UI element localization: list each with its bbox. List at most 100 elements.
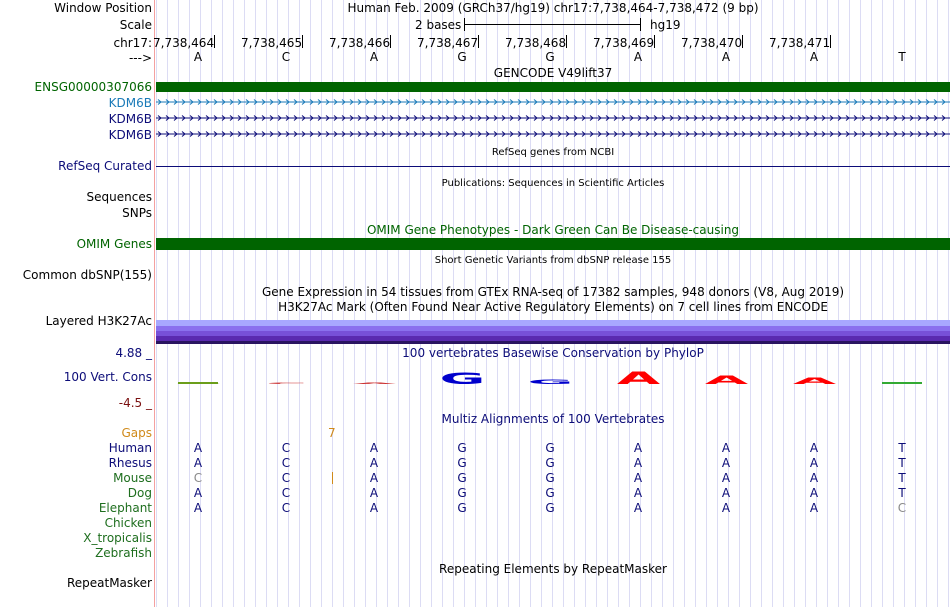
strand-chevron <box>581 115 586 121</box>
strand-chevron <box>173 131 178 137</box>
snps-label[interactable]: SNPs <box>122 206 152 220</box>
alignment-base: A <box>369 441 379 455</box>
strand-chevron <box>909 115 914 121</box>
strand-chevron <box>181 99 186 105</box>
strand-chevron <box>325 99 330 105</box>
refseq-label[interactable]: RefSeq Curated <box>58 159 152 173</box>
kdm6b-intron-lines[interactable] <box>156 98 950 142</box>
refseq-intron-line[interactable] <box>156 166 950 167</box>
refseq-title: RefSeq genes from NCBI <box>491 147 615 158</box>
gencode-title: GENCODE V49lift37 <box>493 66 613 80</box>
species-label[interactable]: X_tropicalis <box>83 531 152 545</box>
strand-chevron <box>157 115 162 121</box>
alignment-base: C <box>281 501 291 515</box>
strand-chevron <box>189 131 194 137</box>
species-label[interactable]: Human <box>108 441 152 455</box>
strand-chevron <box>181 131 186 137</box>
repeatmasker-label[interactable]: RepeatMasker <box>66 576 152 590</box>
strand-chevron <box>365 115 370 121</box>
strand-chevron <box>805 115 810 121</box>
logo-letter: A <box>617 368 660 388</box>
species-label[interactable]: Dog <box>127 486 152 500</box>
strand-chevron <box>669 131 674 137</box>
ruler-tick <box>654 35 655 48</box>
h3k27ac-label[interactable]: Layered H3K27Ac <box>45 314 152 328</box>
h3k27ac-band[interactable] <box>156 336 950 341</box>
strand-chevron <box>389 131 394 137</box>
strand-chevron <box>453 99 458 105</box>
logo-letter: A <box>793 376 836 386</box>
strand-chevron <box>613 99 618 105</box>
strand-chevron <box>677 99 682 105</box>
species-label[interactable]: Elephant <box>98 501 152 515</box>
kdm6b-label-2[interactable]: KDM6B <box>108 112 152 126</box>
ruler-position: 7,738,466 <box>329 36 391 50</box>
kdm6b-label-3[interactable]: KDM6B <box>108 128 152 142</box>
ruler-tick <box>742 35 743 48</box>
strand-chevron <box>293 99 298 105</box>
alignment-base: A <box>369 501 379 515</box>
alignment-base: G <box>545 471 555 485</box>
strand-chevron <box>157 131 162 137</box>
sequences-label[interactable]: Sequences <box>86 190 152 204</box>
kdm6b-label-1[interactable]: KDM6B <box>108 96 152 110</box>
strand-chevron <box>877 115 882 121</box>
window-position-text: Human Feb. 2009 (GRCh37/hg19) chr17:7,73… <box>347 1 759 15</box>
strand-chevron <box>525 115 530 121</box>
alignment-base: A <box>633 471 643 485</box>
strand-chevron <box>693 131 698 137</box>
species-label[interactable]: Mouse <box>113 471 152 485</box>
strand-chevron <box>885 115 890 121</box>
strand-chevron <box>253 99 258 105</box>
h3k27ac-band[interactable] <box>156 331 950 336</box>
dbsnp-label[interactable]: Common dbSNP(155) <box>22 268 152 282</box>
strand-chevron <box>869 99 874 105</box>
omim-feature-bar[interactable] <box>156 238 950 250</box>
strand-chevron <box>485 131 490 137</box>
strand-chevron <box>629 99 634 105</box>
alignment-base: G <box>457 471 467 485</box>
ensg-feature-bar[interactable] <box>156 82 950 92</box>
strand-chevron <box>397 115 402 121</box>
strand-chevron <box>173 115 178 121</box>
species-label[interactable]: Chicken <box>104 516 152 530</box>
ruler-tick <box>830 35 831 48</box>
strand-chevron <box>533 131 538 137</box>
strand-chevron <box>789 131 794 137</box>
gaps-label[interactable]: Gaps <box>121 426 152 440</box>
repeatmasker-title: Repeating Elements by RepeatMasker <box>439 562 667 576</box>
alignment-base: T <box>898 486 906 500</box>
logo-letter: G <box>440 369 486 387</box>
strand-chevron <box>517 99 522 105</box>
h3k27ac-band[interactable] <box>156 341 950 344</box>
strand-chevron <box>261 99 266 105</box>
omim-label[interactable]: OMIM Genes <box>76 237 152 251</box>
window-position-label: Window Position <box>54 1 152 15</box>
h3k27ac-band[interactable] <box>156 320 950 326</box>
conservation-label[interactable]: 100 Vert. Cons <box>63 370 152 384</box>
strand-chevron <box>301 131 306 137</box>
strand-chevron <box>725 99 730 105</box>
species-label[interactable]: Zebrafish <box>95 546 152 560</box>
strand-chevron <box>445 115 450 121</box>
strand-chevron <box>333 131 338 137</box>
alignment-base: T <box>898 471 906 485</box>
strand-chevron <box>837 99 842 105</box>
h3k27ac-band[interactable] <box>156 326 950 331</box>
publications-title: Publications: Sequences in Scientific Ar… <box>441 178 665 189</box>
strand-chevron <box>293 131 298 137</box>
strand-chevron <box>365 131 370 137</box>
strand-chevron <box>317 131 322 137</box>
species-label[interactable]: Rhesus <box>108 456 152 470</box>
alignment-base: A <box>193 456 203 470</box>
strand-chevron <box>941 99 946 105</box>
strand-chevron <box>885 131 890 137</box>
alignment-base: A <box>369 486 379 500</box>
ensg-label[interactable]: ENSG00000307066 <box>34 80 152 94</box>
strand-chevron <box>429 131 434 137</box>
ruler-tick <box>566 35 567 48</box>
strand-chevron <box>309 115 314 121</box>
strand-chevron <box>373 115 378 121</box>
strand-chevron <box>661 99 666 105</box>
